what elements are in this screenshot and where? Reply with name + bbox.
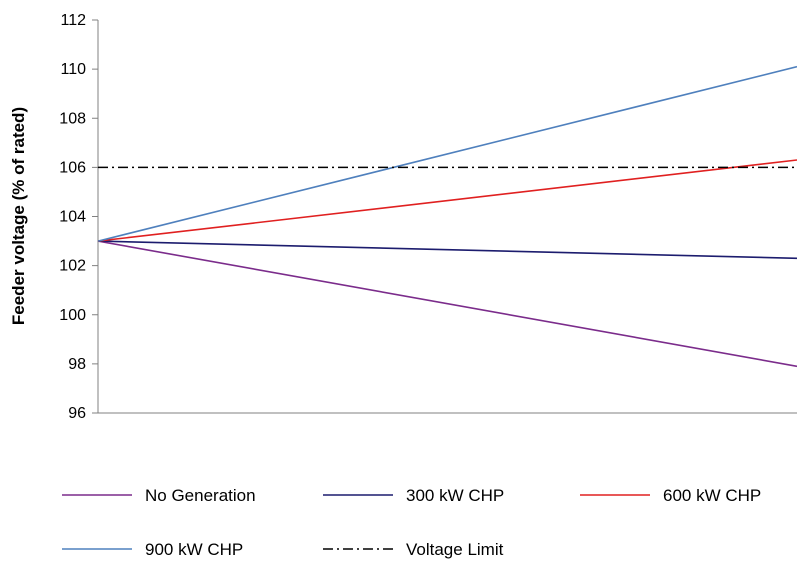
- y-tick-label: 112: [60, 12, 86, 29]
- y-tick-label: 110: [60, 61, 86, 78]
- series-lines: [97, 65, 797, 368]
- series-line-3: [97, 65, 797, 242]
- y-tick-label: 106: [59, 159, 86, 176]
- legend-label: 600 kW CHP: [663, 486, 761, 505]
- y-ticks: 96 98 100 102 104 106 108 110 112: [59, 12, 98, 422]
- axes: [97, 20, 797, 414]
- legend-label: No Generation: [145, 486, 256, 505]
- legend-label: 300 kW CHP: [406, 486, 504, 505]
- y-tick-label: 102: [59, 258, 86, 275]
- legend: No Generation 300 kW CHP 600 kW CHP 900 kW …: [62, 486, 761, 559]
- y-tick-label: 96: [68, 405, 86, 422]
- series-line-1: [97, 240, 797, 260]
- legend-label: 900 kW CHP: [145, 540, 243, 559]
- legend-label: Voltage Limit: [406, 540, 504, 559]
- series-line-2: [97, 159, 797, 242]
- y-tick-label: 108: [59, 110, 86, 127]
- series-line-0: [97, 240, 797, 368]
- y-tick-label: 98: [68, 356, 86, 373]
- y-tick-label: 104: [59, 209, 86, 226]
- y-axis-label: Feeder voltage (% of rated): [9, 107, 28, 325]
- y-tick-label: 100: [59, 307, 86, 324]
